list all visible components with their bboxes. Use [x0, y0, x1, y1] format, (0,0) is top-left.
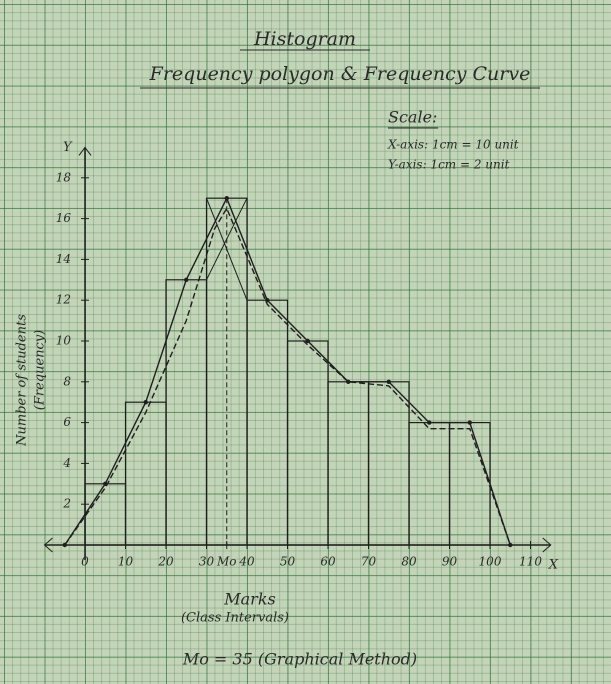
- y-tick-label: 8: [63, 374, 71, 388]
- x-axis-letter: X: [548, 558, 559, 573]
- x-tick-label: 100: [479, 555, 502, 569]
- polygon-point: [184, 278, 188, 282]
- y-tick-label: 14: [56, 252, 71, 266]
- x-tick-label: 60: [320, 555, 336, 569]
- y-tick-label: 10: [56, 334, 72, 348]
- x-axis-label: Marks: [223, 590, 275, 609]
- scale-x: X-axis: 1cm = 10 unit: [387, 138, 519, 152]
- x-axis-sublabel: (Class Intervals): [181, 611, 289, 626]
- x-tick-label: 0: [81, 555, 89, 569]
- x-tick-label: 90: [442, 555, 458, 569]
- x-tick-label: 30: [199, 555, 215, 569]
- y-tick-label: 6: [63, 415, 71, 429]
- polygon-point: [468, 420, 472, 424]
- bar: [85, 484, 126, 545]
- polygon-point: [265, 298, 269, 302]
- bar: [369, 382, 410, 545]
- mode-note: Mo = 35 (Graphical Method): [182, 650, 417, 669]
- polygon-point: [427, 420, 431, 424]
- chart-title: Histogram: [253, 28, 356, 50]
- x-tick-label: 40: [238, 555, 255, 569]
- bar: [247, 300, 288, 545]
- x-tick-label: 70: [361, 555, 377, 569]
- bar: [328, 382, 369, 545]
- y-tick-label: 2: [62, 497, 71, 511]
- y-tick-label: 16: [56, 211, 72, 225]
- x-tick-label: Mo: [216, 555, 237, 569]
- y-tick-label: 12: [56, 293, 71, 307]
- polygon-point: [387, 380, 391, 384]
- x-tick-label: 20: [157, 555, 174, 569]
- y-axis-sublabel: (Frequency): [33, 330, 48, 410]
- polygon-point: [144, 400, 148, 404]
- x-tick-label: 10: [118, 555, 134, 569]
- scale-title: Scale:: [388, 108, 437, 127]
- y-tick-label: 4: [62, 456, 71, 470]
- y-axis-label: Number of students: [15, 314, 30, 447]
- chart: Histogram Frequency polygon & Frequency …: [0, 0, 611, 684]
- bar: [450, 423, 491, 545]
- scale-y: Y-axis: 1cm = 2 unit: [388, 158, 510, 172]
- y-tick-label: 18: [56, 170, 72, 184]
- bar: [126, 402, 167, 545]
- chart-subtitle: Frequency polygon & Frequency Curve: [149, 63, 531, 85]
- x-tick-label: 110: [519, 555, 542, 569]
- x-tick-label: 80: [401, 555, 417, 569]
- page: {"chart_data": { "type": "histogram", "t…: [0, 0, 611, 684]
- bar: [288, 341, 329, 545]
- x-tick-label: 50: [280, 555, 296, 569]
- y-axis-letter: Y: [63, 140, 73, 155]
- polygon-point: [225, 196, 229, 200]
- bar: [409, 423, 450, 545]
